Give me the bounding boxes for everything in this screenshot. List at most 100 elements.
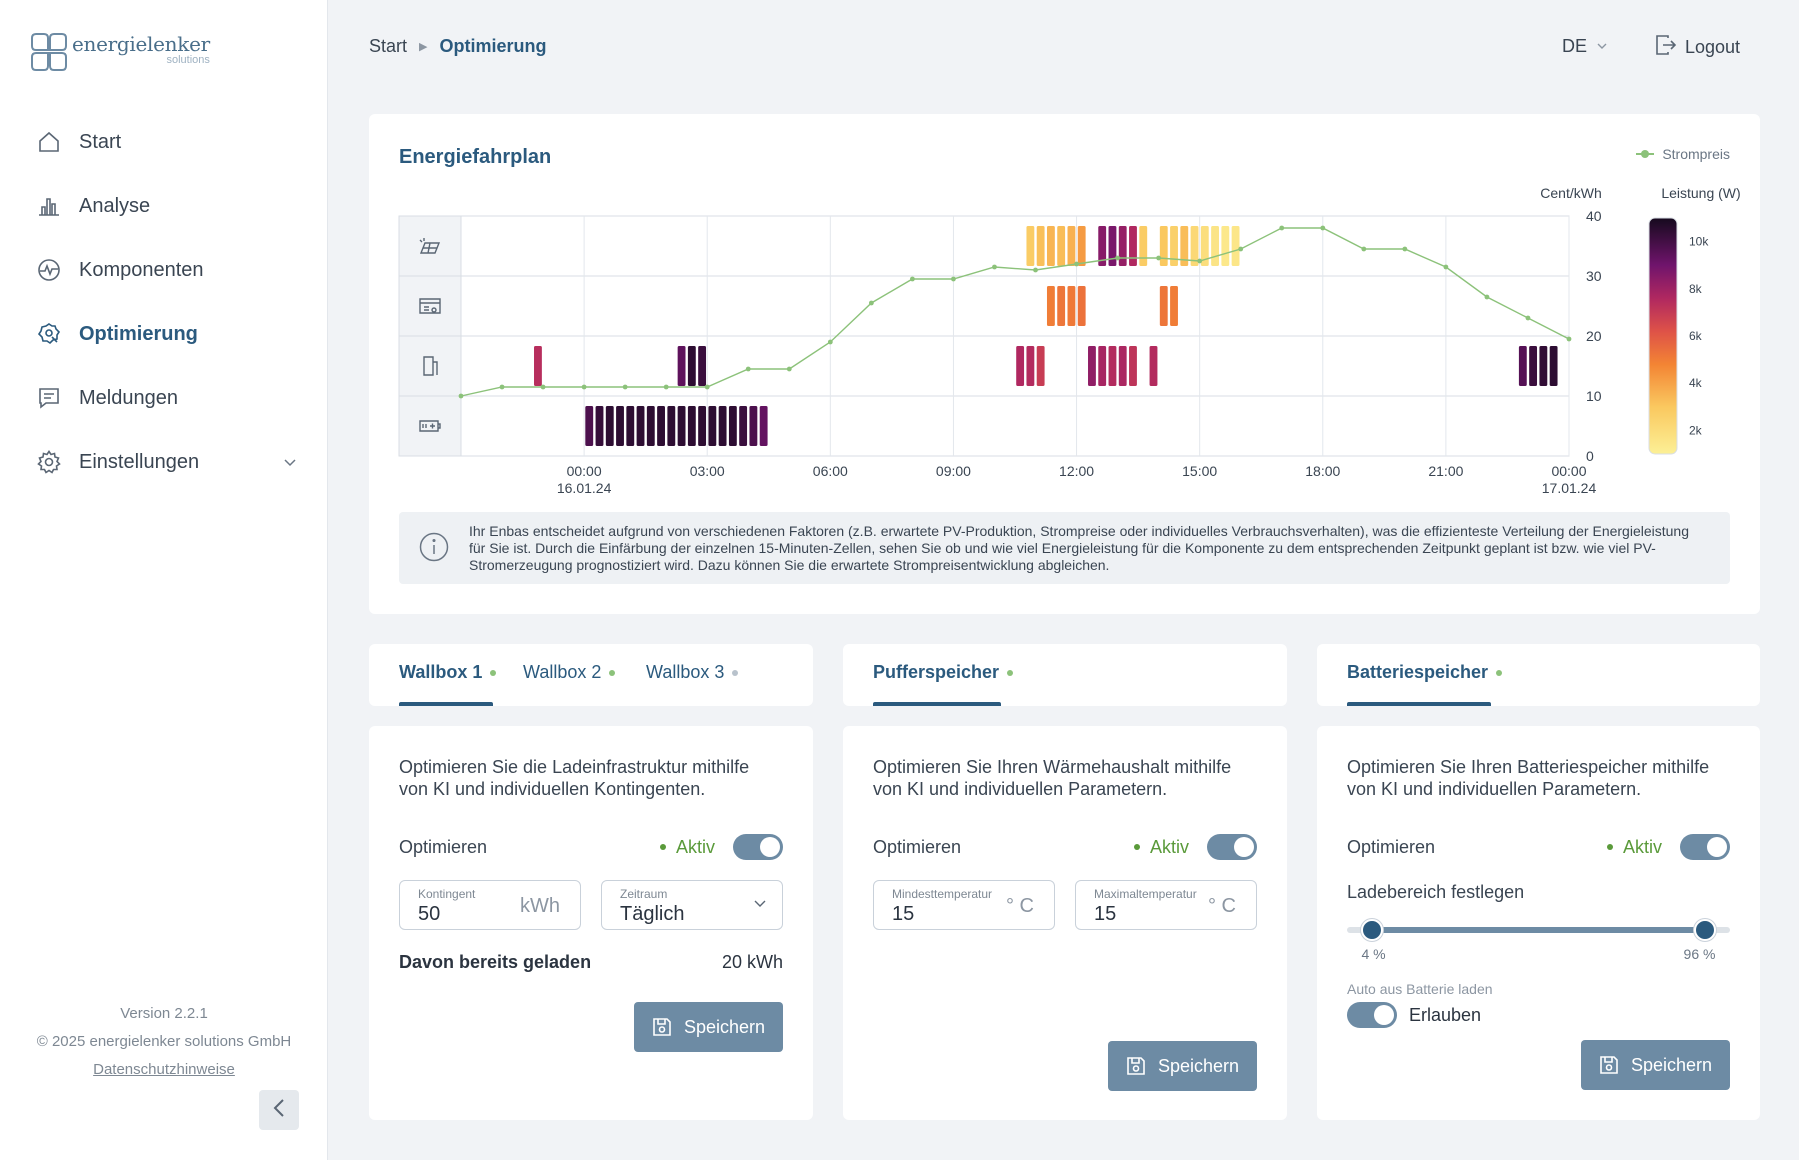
home-icon (36, 129, 62, 155)
price-point (1361, 246, 1367, 252)
sidebar-nav: Start Analyse Komponenten Optimierung Me… (36, 110, 296, 494)
schedule-cell (667, 406, 676, 446)
chart-title: Energiefahrplan (399, 146, 552, 168)
optimize-toggle[interactable] (733, 834, 783, 860)
chevron-down-icon[interactable] (284, 454, 296, 470)
colorbar-label: Leistung (W) (1661, 185, 1740, 201)
price-point (1279, 225, 1285, 231)
schedule-cell (1046, 286, 1055, 326)
x-tick-label: 00:00 (567, 463, 602, 479)
schedule-cell (1159, 226, 1168, 266)
status-badge: Aktiv (659, 837, 715, 858)
sidebar-item-einstellungen[interactable]: Einstellungen (36, 430, 296, 494)
active-tab-indicator (873, 702, 1001, 706)
collapse-sidebar-button[interactable] (259, 1090, 299, 1130)
min-temperature-label: Mindesttemperatur (892, 887, 993, 901)
sidebar-item-start[interactable]: Start (36, 110, 296, 174)
x-tick-label: 21:00 (1428, 463, 1463, 479)
schedule-cell (749, 406, 758, 446)
min-temperature-field[interactable]: Mindesttemperatur 15 ° C (873, 880, 1055, 930)
x-tick-label: 15:00 (1182, 463, 1217, 479)
save-button[interactable]: Speichern (1108, 1041, 1257, 1091)
quota-value: 50 (418, 903, 441, 925)
schedule-cell (1129, 346, 1137, 386)
save-label: Speichern (1157, 1055, 1240, 1076)
schedule-cell (698, 406, 707, 446)
schedule-cell (1098, 226, 1107, 266)
y-tick-label: 40 (1586, 208, 1602, 224)
sidebar-item-analyse[interactable]: Analyse (36, 174, 296, 238)
price-point (663, 384, 669, 390)
allow-toggle[interactable] (1347, 1002, 1397, 1028)
save-button[interactable]: Speichern (634, 1002, 783, 1052)
tab-pufferspeicher[interactable]: Pufferspeicher (873, 662, 1014, 683)
sidebar-item-label: Meldungen (79, 386, 178, 409)
x-tick-label: 00:00 (1551, 463, 1586, 479)
breadcrumb-separator-icon: ▶ (419, 41, 428, 53)
optimize-toggle[interactable] (1207, 834, 1257, 860)
x-tick-date: 16.01.24 (557, 480, 612, 496)
schedule-cell (646, 406, 655, 446)
sidebar-item-label: Komponenten (79, 258, 204, 281)
status-dot (1606, 844, 1613, 850)
price-point (1238, 246, 1244, 252)
tab-batteriespeicher[interactable]: Batteriespeicher (1347, 662, 1503, 683)
tab-label: Wallbox 2 (523, 662, 602, 682)
schedule-cell (534, 346, 542, 386)
logo[interactable]: energielenker solutions (30, 32, 210, 72)
tab-label: Pufferspeicher (873, 662, 1000, 682)
bar-chart-icon (36, 193, 62, 219)
x-tick-label: 12:00 (1059, 463, 1094, 479)
schedule-cell (1221, 226, 1230, 266)
copyright-text: © 2025 energielenker solutions GmbH (36, 1033, 292, 1050)
info-text: Ihr Enbas entscheidet aufgrund von versc… (469, 523, 1689, 573)
sidebar-item-meldungen[interactable]: Meldungen (36, 366, 296, 430)
colorbar-tick-label: 6k (1689, 329, 1703, 343)
tab-wallbox-2[interactable]: Wallbox 2 (523, 662, 616, 683)
price-point (1033, 267, 1038, 273)
schedule-cell (698, 346, 707, 386)
breadcrumb-start[interactable]: Start (369, 36, 408, 56)
x-tick-date: 17.01.24 (1542, 480, 1597, 496)
slider-max-handle[interactable] (1693, 919, 1716, 941)
legend-price[interactable]: Strompreis (1636, 146, 1730, 162)
active-tab-indicator (1347, 702, 1491, 706)
privacy-link[interactable]: Datenschutzhinweise (93, 1061, 235, 1078)
settings-icon (36, 449, 62, 475)
status-dot (609, 669, 616, 676)
save-button[interactable]: Speichern (1581, 1040, 1730, 1090)
schedule-cell (1231, 226, 1240, 266)
sidebar-item-label: Optimierung (79, 322, 198, 345)
info-icon (419, 532, 449, 567)
status-text: Aktiv (1622, 836, 1662, 857)
slider-min-handle[interactable] (1361, 919, 1384, 941)
sidebar-item-komponenten[interactable]: Komponenten (36, 238, 296, 302)
language-select[interactable]: DE (1562, 36, 1607, 57)
x-tick-label: 18:00 (1305, 463, 1340, 479)
legend-price-label: Strompreis (1662, 146, 1730, 162)
charge-range-slider[interactable] (1347, 919, 1730, 941)
y-tick-label: 0 (1586, 448, 1594, 464)
status-dot (1007, 669, 1014, 676)
schedule-cell (1026, 346, 1035, 386)
quota-field[interactable]: Kontingent 50 kWh (399, 880, 581, 930)
allow-row: Erlauben (1347, 1002, 1481, 1028)
schedule-cell (1057, 226, 1066, 266)
period-select[interactable]: Zeitraum Täglich (601, 880, 783, 930)
optimize-toggle[interactable] (1680, 834, 1730, 860)
wallbox-tabs: Wallbox 1 Wallbox 2 Wallbox 3 (369, 644, 813, 706)
max-temperature-field[interactable]: Maximaltemperatur 15 ° C (1075, 880, 1257, 930)
status-badge: Aktiv (1133, 837, 1189, 858)
range-label: Ladebereich festlegen (1347, 882, 1525, 902)
tab-wallbox-3[interactable]: Wallbox 3 (646, 662, 739, 683)
logout-button[interactable]: Logout (1655, 34, 1740, 61)
sidebar: energielenker solutions Start Analyse Ko… (0, 0, 328, 1160)
schedule-cell (605, 406, 614, 446)
sidebar-item-optimierung[interactable]: Optimierung (36, 302, 296, 366)
tab-wallbox-1[interactable]: Wallbox 1 (399, 662, 497, 683)
gear-optimize-icon (36, 321, 62, 347)
schedule-cell (1036, 346, 1045, 386)
price-point (581, 384, 587, 390)
save-label: Speichern (1630, 1054, 1713, 1075)
